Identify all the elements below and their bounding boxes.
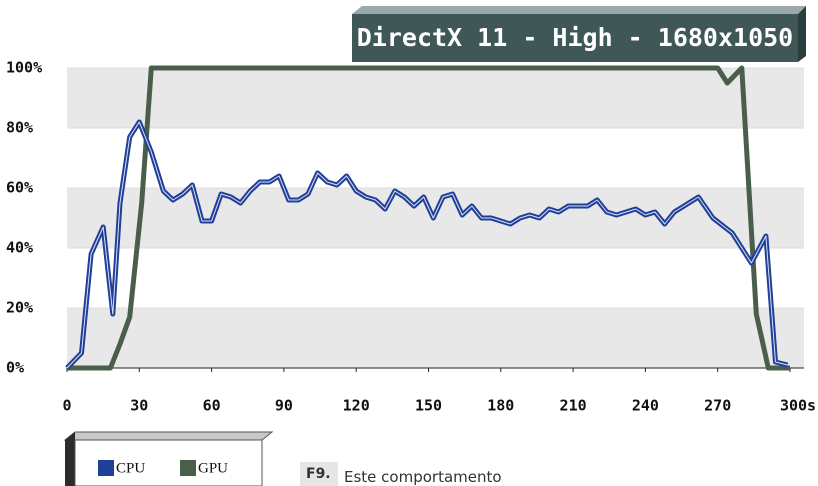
title-bevel <box>798 6 806 62</box>
chart-title: DirectX 11 - High - 1680x1050 <box>357 23 794 52</box>
x-tick-label: 270 <box>704 397 731 415</box>
grid-band <box>67 248 804 308</box>
caption-id: F9. <box>306 466 331 482</box>
caption: Este comportamento <box>344 468 502 486</box>
x-tick-label: 30 <box>130 397 148 415</box>
y-tick-label: 60% <box>6 179 33 197</box>
legend-bevel <box>65 432 75 486</box>
grid-band <box>67 128 804 188</box>
series-line <box>67 65 790 371</box>
grid-band <box>67 308 804 368</box>
x-tick-label: 90 <box>275 397 293 415</box>
x-tick-label: 0 <box>62 397 71 415</box>
title-bevel <box>352 6 806 14</box>
caption-tab <box>300 462 338 486</box>
y-tick-label: 100% <box>6 59 42 77</box>
y-tick-label: 0% <box>6 359 24 377</box>
x-tick-label: 300s <box>780 397 816 415</box>
series-line-highlight <box>66 121 788 369</box>
legend: CPU GPU <box>63 431 274 486</box>
x-tick-label: 240 <box>632 397 659 415</box>
legend-bevel <box>63 431 274 441</box>
grid-band <box>67 68 804 128</box>
y-tick-label: 80% <box>6 119 33 137</box>
plot-background <box>67 68 804 368</box>
legend-swatch <box>180 460 196 476</box>
legend-label: GPU <box>198 460 228 476</box>
title-box: DirectX 11 - High - 1680x1050 <box>352 6 806 62</box>
legend-label: CPU <box>116 460 145 476</box>
legend-swatch <box>98 460 114 476</box>
x-tick-label: 210 <box>560 397 587 415</box>
y-tick-label: 20% <box>6 299 33 317</box>
x-tick-label: 180 <box>487 397 514 415</box>
x-tick-label: 60 <box>203 397 221 415</box>
y-tick-label: 40% <box>6 239 33 257</box>
x-tick-label: 120 <box>343 397 370 415</box>
x-tick-label: 150 <box>415 397 442 415</box>
title-background <box>352 14 798 62</box>
